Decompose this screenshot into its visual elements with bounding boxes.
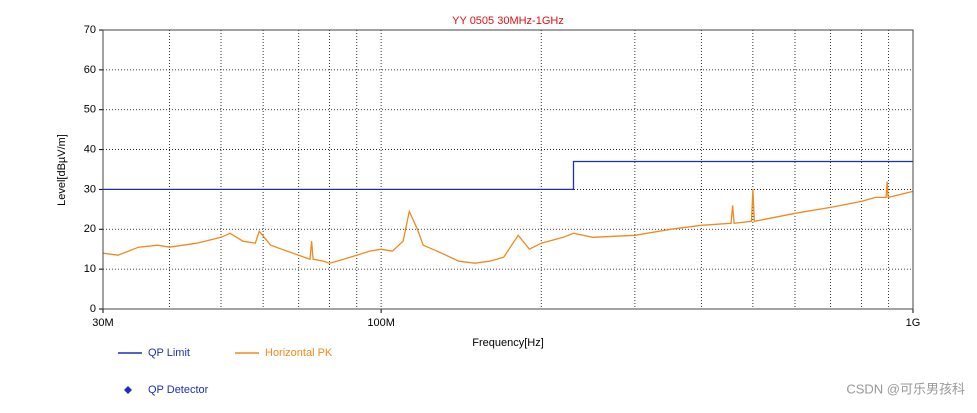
data-line <box>102 181 914 264</box>
y-tick-label: 30 <box>84 183 96 195</box>
x-tick-label: 1G <box>906 317 921 329</box>
y-axis-label: Level[dBµV/m] <box>56 134 68 206</box>
plot-area <box>103 30 913 309</box>
plot-frame <box>102 29 914 310</box>
y-tick-label: 20 <box>84 223 96 235</box>
legend-label: QP Limit <box>148 347 190 359</box>
legend-label: QP Detector <box>148 384 209 396</box>
y-tick-label: 40 <box>84 143 96 155</box>
x-tick-label: 100M <box>367 317 395 329</box>
legend-label: Horizontal PK <box>265 347 333 359</box>
data-line <box>103 160 913 191</box>
legend-marker <box>124 386 132 394</box>
y-tick-label: 10 <box>84 263 96 275</box>
chart-title: YY 0505 30MHz-1GHz <box>452 15 564 27</box>
x-tick-label: 30M <box>92 317 113 329</box>
y-tick-label: 0 <box>90 303 96 315</box>
x-axis-label: Frequency[Hz] <box>472 337 544 349</box>
y-tick-label: 60 <box>84 64 96 76</box>
y-tick-label: 70 <box>84 24 96 36</box>
y-tick-label: 50 <box>84 104 96 116</box>
watermark: CSDN @可乐男孩科 <box>846 381 965 396</box>
